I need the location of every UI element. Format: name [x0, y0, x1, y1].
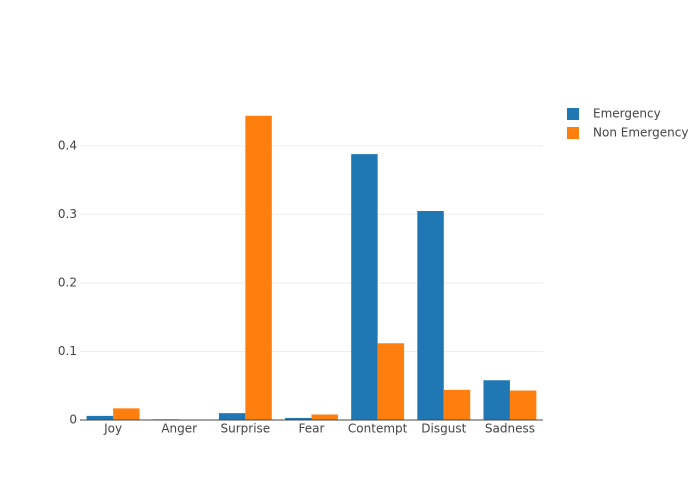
- legend-swatch: [567, 127, 579, 139]
- bar: [443, 389, 471, 420]
- y-tick-label: 0: [69, 413, 77, 427]
- bar: [86, 415, 114, 420]
- bar: [351, 154, 378, 421]
- x-tick-label: Disgust: [421, 422, 466, 436]
- x-tick-label: Contempt: [348, 422, 408, 436]
- y-tick-label: 0.4: [58, 138, 77, 152]
- legend-label: Non Emergency: [593, 126, 688, 140]
- y-tick-label: 0.3: [58, 207, 77, 221]
- x-tick-label: Surprise: [221, 422, 271, 436]
- bar: [245, 115, 272, 421]
- bar: [285, 417, 312, 420]
- y-tick-label: 0.1: [58, 344, 77, 358]
- bar: [218, 413, 246, 420]
- bar: [377, 343, 405, 420]
- y-tick-label: 0.2: [58, 275, 77, 289]
- x-tick-label: Fear: [299, 422, 325, 436]
- bar: [509, 390, 537, 420]
- legend-label: Emergency: [593, 107, 661, 121]
- bar: [417, 211, 444, 420]
- legend-swatch: [567, 108, 579, 120]
- x-tick-label: Anger: [161, 422, 197, 436]
- bar: [483, 380, 510, 420]
- bar: [311, 414, 338, 420]
- bar: [113, 408, 140, 420]
- x-tick-label: Joy: [103, 422, 122, 436]
- x-tick-label: Sadness: [485, 422, 535, 436]
